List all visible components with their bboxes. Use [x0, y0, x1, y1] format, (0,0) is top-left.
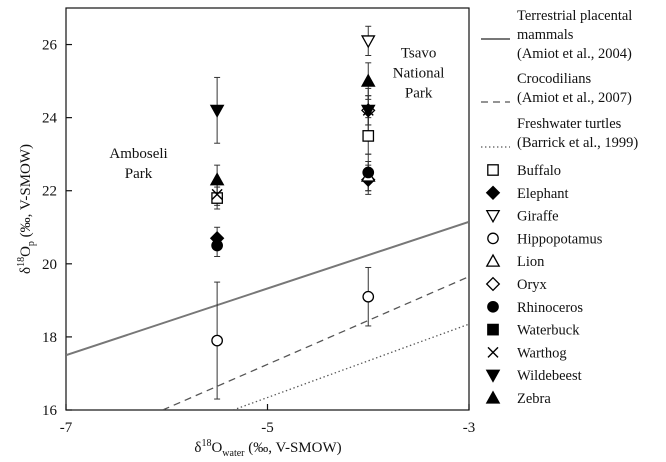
- legend-label: Hippopotamus: [517, 231, 603, 247]
- data-point-zebra: [360, 73, 376, 87]
- legend-marker-wildebeest: [485, 369, 501, 383]
- x-tick-label: -5: [261, 420, 274, 436]
- legend-marker-lion: [485, 253, 501, 267]
- legend-label: Lion: [517, 254, 545, 270]
- legend-label: Freshwater turtles (Barrick et al., 1999): [517, 116, 638, 151]
- reference-line-terrestrial-placental: [66, 220, 469, 357]
- legend-label: Oryx: [517, 277, 548, 293]
- y-tick-label: 22: [42, 184, 57, 200]
- data-point-hippopotamus: [211, 334, 223, 347]
- legend-label: Giraffe: [517, 209, 559, 225]
- data-point-buffalo: [362, 130, 375, 142]
- legend-label: Rhinoceros: [517, 300, 583, 316]
- legend-label: Waterbuck: [517, 323, 580, 339]
- reference-line-freshwater-turtles: [233, 323, 469, 410]
- legend-marker-buffalo: [487, 164, 499, 176]
- legend-item-buffalo: Buffalo: [487, 163, 561, 179]
- data-point-hippopotamus: [362, 290, 375, 303]
- data-point-wildebeest: [360, 104, 376, 118]
- legend-label: Crocodilians (Amiot et al., 2007): [517, 71, 632, 106]
- legend-line-freshwater-turtles: Freshwater turtles (Barrick et al., 1999): [481, 116, 638, 151]
- legend-item-waterbuck: Waterbuck: [487, 323, 580, 339]
- legend-line-crocodilians: Crocodilians (Amiot et al., 2007): [481, 71, 632, 106]
- data-point-zebra: [209, 172, 225, 186]
- legend-marker-elephant: [485, 185, 501, 201]
- legend-marker-waterbuck: [487, 323, 499, 336]
- park-label-amboseli: Amboseli Park: [109, 146, 167, 182]
- y-tick-label: 24: [42, 111, 58, 127]
- legend-item-wildebeest: Wildebeest: [485, 368, 582, 384]
- legend-marker-warthog: [487, 346, 499, 358]
- legend-marker-zebra: [485, 390, 501, 404]
- data-point-buffalo: [211, 192, 223, 204]
- legend-item-rhinoceros: Rhinoceros: [487, 300, 583, 316]
- y-tick-label: 26: [42, 38, 58, 54]
- legend-label: Buffalo: [517, 163, 561, 179]
- x-tick-label: -7: [60, 420, 73, 436]
- legend-line-terrestrial-placental: Terrestrial placental mammals (Amiot et al…: [481, 8, 632, 62]
- legend-marker-hippopotamus: [487, 232, 499, 245]
- legend-label: Wildebeest: [517, 368, 582, 384]
- data-point-wildebeest: [209, 104, 225, 118]
- legend-item-lion: Lion: [485, 253, 545, 270]
- y-tick-label: 16: [42, 403, 58, 419]
- legend-label: Terrestrial placental mammals (Amiot et al…: [517, 8, 632, 62]
- legend-label: Elephant: [517, 186, 569, 202]
- legend-label: Zebra: [517, 391, 551, 407]
- x-axis-title: δ18Owater (‰, V-SMOW): [194, 438, 341, 459]
- legend-marker-giraffe: [485, 209, 501, 224]
- data-point-rhinoceros: [211, 239, 223, 252]
- data-point-giraffe: [360, 35, 376, 49]
- legend-marker-rhinoceros: [487, 300, 499, 313]
- legend-item-warthog: Warthog: [487, 345, 567, 361]
- legend-item-giraffe: Giraffe: [485, 209, 559, 225]
- park-label-tsavo: Tsavo National Park: [393, 45, 445, 101]
- y-axis-title: δ18Op (‰, V-SMOW): [16, 144, 37, 274]
- legend: Terrestrial placental mammals (Amiot et al…: [481, 8, 638, 407]
- y-tick-label: 20: [42, 257, 57, 273]
- x-tick-label: -3: [463, 420, 476, 436]
- legend-item-hippopotamus: Hippopotamus: [487, 231, 603, 247]
- data-point-rhinoceros: [362, 166, 375, 179]
- y-tick-label: 18: [42, 330, 57, 346]
- reference-line-crocodilians: [162, 276, 469, 410]
- data-point-warthog: [211, 188, 223, 200]
- legend-marker-oryx: [485, 276, 501, 292]
- legend-item-zebra: Zebra: [485, 390, 551, 407]
- legend-item-oryx: Oryx: [485, 276, 548, 293]
- legend-label: Warthog: [517, 345, 567, 361]
- legend-item-elephant: Elephant: [485, 185, 569, 202]
